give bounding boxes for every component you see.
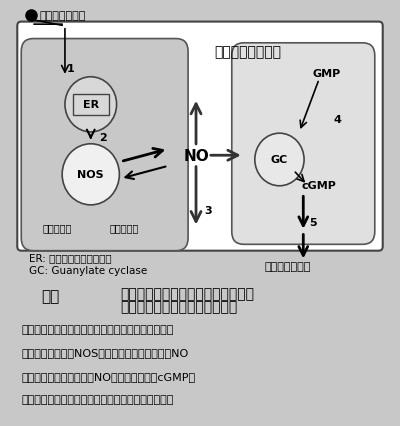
Text: GC: Guanylate cyclase: GC: Guanylate cyclase (29, 265, 148, 275)
Text: 3: 3 (204, 206, 212, 216)
Text: 図３: 図３ (41, 288, 59, 303)
Text: 1: 1 (67, 64, 75, 74)
Text: GMP: GMP (313, 68, 341, 78)
Text: ER: ER (83, 100, 99, 110)
Text: cGMP: cGMP (302, 181, 337, 190)
FancyBboxPatch shape (232, 44, 375, 245)
Text: エストロジェン: エストロジェン (39, 11, 86, 21)
Text: 5: 5 (309, 217, 317, 227)
Text: 視床下部腹内側核におけるエストロ: 視床下部腹内側核におけるエストロ (120, 286, 254, 300)
Text: 4: 4 (333, 115, 341, 125)
Text: ジェンの作用機構を示す模式図: ジェンの作用機構を示す模式図 (120, 300, 238, 314)
Text: １）エストロジェンが腹内側核に存在する受容体に: １）エストロジェンが腹内側核に存在する受容体に (21, 325, 174, 334)
Text: ER: エストロジェン受容体: ER: エストロジェン受容体 (29, 253, 112, 262)
Text: 視床下部腹内側核: 視床下部腹内側核 (214, 45, 281, 59)
Text: GC: GC (271, 155, 288, 165)
Text: 2: 2 (99, 133, 106, 143)
Text: 摂食行動の調節: 摂食行動の調節 (264, 261, 310, 271)
FancyBboxPatch shape (21, 40, 188, 251)
Text: 結合すると，２）NOSの発現量が増加し，３）NO: 結合すると，２）NOSの発現量が増加し，３）NO (21, 348, 188, 358)
Text: シトルリン: シトルリン (110, 223, 139, 233)
Circle shape (255, 134, 304, 186)
FancyBboxPatch shape (73, 95, 109, 115)
Text: アルギニン: アルギニン (42, 223, 72, 233)
Text: NOS: NOS (78, 170, 104, 180)
Circle shape (62, 144, 119, 205)
Circle shape (65, 78, 116, 132)
Text: の放出が高進する。４）NOは標的細胞内でcGMP生: の放出が高進する。４）NOは標的細胞内でcGMP生 (21, 371, 195, 381)
Text: NO: NO (183, 148, 209, 163)
FancyBboxPatch shape (17, 23, 383, 251)
Text: 産を高め，その結果，５）摂食行動が抑制される。: 産を高め，その結果，５）摂食行動が抑制される。 (21, 394, 174, 404)
